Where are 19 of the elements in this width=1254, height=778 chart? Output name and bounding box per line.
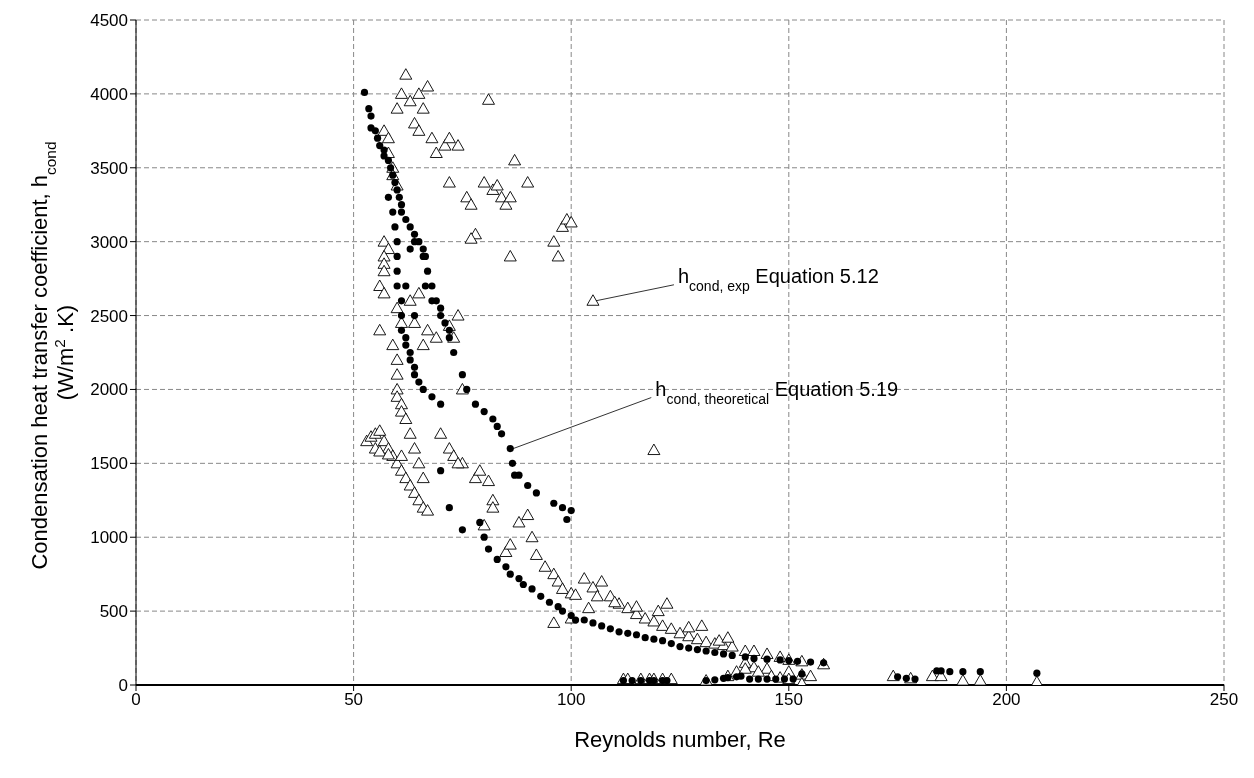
annotation: h$_{cond, exp}$ Equation 5.12 (677, 264, 879, 294)
y-tick-label: 3000 (90, 232, 128, 252)
y-tick-label: 500 (99, 602, 128, 622)
y-tick-label: 2000 (90, 380, 128, 400)
y-tick-label: 4000 (90, 84, 128, 104)
y-tick-label: 2500 (90, 306, 128, 326)
y-tick-label: 3500 (90, 158, 128, 178)
y-tick-label: 0 (118, 676, 128, 696)
x-tick-label: 0 (131, 690, 141, 710)
annotation: h$_{cond, theoretical}$Equation 5.19 (655, 377, 899, 407)
y-tick-label: 4500 (90, 11, 128, 31)
x-tick-label: 200 (992, 690, 1021, 710)
x-tick-label: 50 (344, 690, 364, 710)
x-axis-title: Reynolds number, Re (574, 727, 786, 752)
y-tick-label: 1000 (90, 528, 128, 548)
x-tick-label: 250 (1209, 690, 1239, 710)
y-tick-label: 1500 (90, 454, 128, 474)
x-tick-label: 100 (557, 690, 586, 710)
x-tick-label: 150 (774, 690, 803, 710)
